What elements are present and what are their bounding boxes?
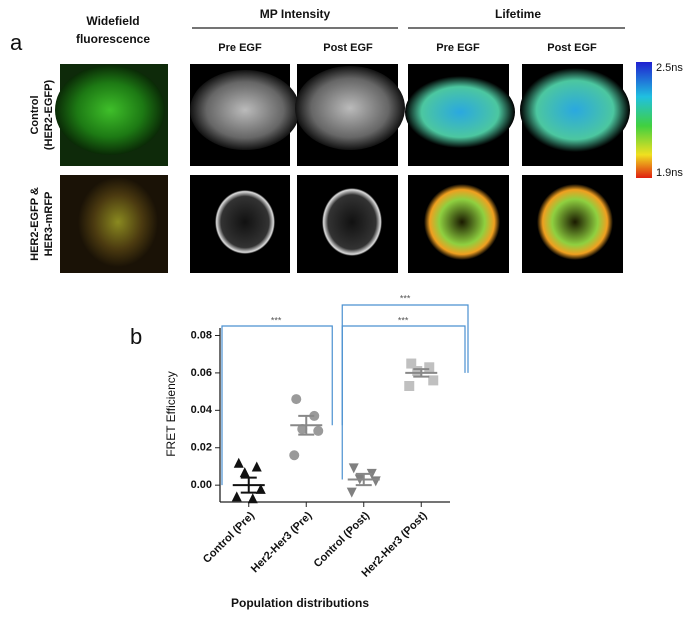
- data-point: [370, 476, 381, 487]
- x-tick-label: Control (Pre): [201, 509, 257, 565]
- column-subheader: Pre EGF: [436, 42, 480, 54]
- y-tick-label: 0.04: [191, 404, 213, 416]
- significance-bracket: [341, 325, 466, 480]
- data-point: [404, 381, 415, 391]
- sem-bar: [240, 476, 257, 494]
- data-point: [247, 493, 258, 504]
- y-tick-label: 0.00: [191, 479, 212, 491]
- column-subheader: Pre EGF: [218, 42, 262, 54]
- row-label: (HER2-EGFP): [43, 80, 55, 151]
- data-point: [424, 362, 435, 373]
- x-tick-label: Her2-Her3 (Pre): [249, 509, 315, 575]
- data-point: [412, 366, 423, 377]
- data-point: [251, 461, 262, 472]
- data-point: [346, 487, 357, 498]
- row-label: HER2-EGFP &: [29, 187, 41, 261]
- data-point: [289, 450, 300, 461]
- y-tick-label: 0.06: [191, 367, 212, 379]
- data-point: [255, 483, 266, 494]
- data-point: [428, 375, 439, 386]
- column-header: Widefield: [86, 14, 139, 28]
- significance-label: ***: [271, 315, 282, 325]
- micrograph: [55, 64, 630, 166]
- column-header: MP Intensity: [260, 7, 331, 21]
- sem-bar: [413, 368, 430, 378]
- column-header: fluorescence: [76, 32, 150, 46]
- column-subheader: Post EGF: [323, 42, 373, 54]
- data-point: [239, 467, 250, 478]
- y-axis-label: FRET Efficiency: [164, 371, 178, 457]
- data-point: [313, 425, 324, 436]
- panel-label: b: [130, 324, 142, 349]
- sem-bar: [298, 414, 315, 436]
- micrograph: [60, 175, 623, 273]
- row-label: HER3-mRFP: [43, 192, 55, 257]
- column-subheader: Post EGF: [547, 42, 597, 54]
- y-tick-label: 0.02: [191, 442, 212, 454]
- data-point: [291, 394, 302, 405]
- data-point: [231, 491, 242, 502]
- x-tick-label: Control (Post): [312, 509, 373, 570]
- y-tick-label: 0.08: [191, 329, 212, 341]
- colorbar-label: 2.5ns: [656, 62, 683, 74]
- significance-label: ***: [398, 315, 409, 325]
- data-point: [233, 457, 244, 468]
- sem-bar: [355, 472, 372, 487]
- row-label: Control: [29, 95, 41, 134]
- colorbar-label: 1.9ns: [656, 167, 683, 179]
- data-point: [297, 424, 308, 435]
- panel-label: a: [10, 30, 23, 55]
- significance-bracket: [221, 325, 333, 486]
- significance-bracket: [341, 304, 469, 426]
- significance-label: ***: [400, 293, 411, 303]
- data-point: [348, 463, 359, 474]
- column-header: Lifetime: [495, 7, 541, 21]
- x-axis-label: Population distributions: [231, 596, 369, 610]
- plot: 0.00 0.02 0.04 0.06 0.08 Control (Pre)Her2-He…: [191, 293, 469, 580]
- colorbar: [636, 62, 652, 178]
- data-point: [406, 358, 417, 369]
